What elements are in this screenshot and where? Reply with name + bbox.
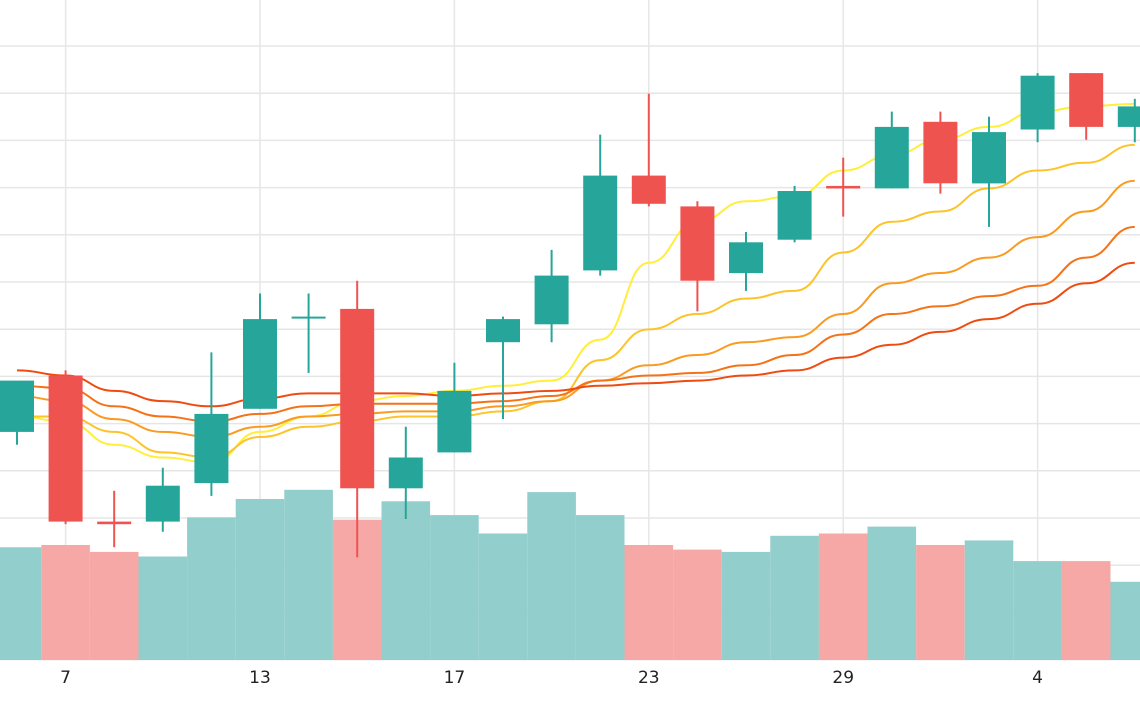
candle-body	[729, 242, 763, 274]
candle	[1117, 98, 1140, 143]
candle-body	[777, 191, 812, 240]
candle-body	[486, 319, 520, 343]
moving-average-lines	[16, 102, 1135, 464]
x-tick-label: 4	[1032, 668, 1043, 688]
candle	[340, 280, 375, 558]
volume-bar	[1061, 561, 1111, 660]
volume-bar	[138, 556, 188, 660]
candle-body	[972, 132, 1006, 184]
candle	[826, 157, 861, 217]
candle-body	[97, 521, 132, 525]
candle	[631, 93, 666, 207]
candle	[48, 370, 83, 525]
x-axis-tick-labels: 7 13 17 23 29 4	[60, 668, 1043, 688]
volume-bar	[818, 533, 868, 660]
candle-body	[923, 121, 958, 184]
candle-body	[243, 319, 277, 409]
volume-bar	[430, 515, 479, 660]
volume-bar	[770, 535, 819, 660]
candles	[0, 73, 1140, 558]
volume-bar	[89, 551, 139, 660]
x-tick-label: 29	[832, 668, 854, 688]
moving-average-line	[16, 102, 1135, 464]
candle-body	[437, 390, 472, 453]
candle	[1020, 73, 1055, 143]
volume-bar	[964, 540, 1014, 660]
volume-bar	[575, 515, 625, 660]
volume-bars	[0, 489, 1140, 660]
candle	[1069, 73, 1104, 140]
candle-body	[534, 275, 569, 325]
candle	[0, 380, 34, 445]
moving-average-line	[16, 179, 1135, 439]
volume-bar	[381, 501, 431, 660]
candle-body	[291, 316, 326, 319]
volume-bar	[41, 545, 90, 660]
candle	[437, 362, 472, 453]
candle-body	[1069, 73, 1104, 127]
candle-body	[145, 485, 180, 522]
moving-average-line	[16, 261, 1135, 408]
candle	[729, 232, 763, 291]
volume-bar	[527, 492, 576, 660]
candle	[923, 111, 958, 194]
candle	[97, 490, 132, 548]
candle-body	[680, 206, 715, 281]
candle-body	[583, 175, 618, 271]
candle-body	[340, 308, 375, 489]
candle	[388, 426, 423, 519]
candle-body	[874, 126, 909, 189]
candle-body	[1117, 106, 1140, 127]
volume-bar	[673, 549, 722, 660]
candle	[486, 316, 520, 420]
volume-bar	[1110, 581, 1140, 660]
candle-body	[0, 380, 34, 432]
candle	[874, 111, 909, 189]
volume-bar	[284, 489, 333, 660]
candle	[680, 201, 715, 312]
volume-bar	[867, 526, 917, 660]
candle-body	[388, 457, 423, 489]
x-tick-label: 13	[249, 668, 271, 688]
x-tick-label: 7	[60, 668, 71, 688]
candle	[777, 185, 812, 243]
volume-bar	[235, 499, 285, 660]
candle-body	[194, 413, 229, 484]
x-tick-label: 17	[444, 668, 466, 688]
candle	[583, 134, 618, 276]
candle	[972, 116, 1006, 227]
volume-bar	[721, 551, 771, 660]
candle	[534, 249, 569, 343]
volume-bar	[1013, 561, 1062, 660]
volume-bar	[187, 517, 236, 660]
candle	[243, 293, 277, 409]
candle-body	[1020, 75, 1055, 130]
candle-body	[48, 375, 83, 522]
x-tick-label: 23	[638, 668, 660, 688]
volume-bar	[916, 545, 965, 660]
candle	[291, 293, 326, 373]
candle-body	[826, 185, 861, 189]
volume-bar	[0, 547, 42, 660]
volume-bar	[478, 533, 528, 660]
candle	[194, 352, 229, 496]
candle	[145, 467, 180, 532]
candle-body	[631, 175, 666, 204]
volume-bar	[624, 545, 674, 660]
